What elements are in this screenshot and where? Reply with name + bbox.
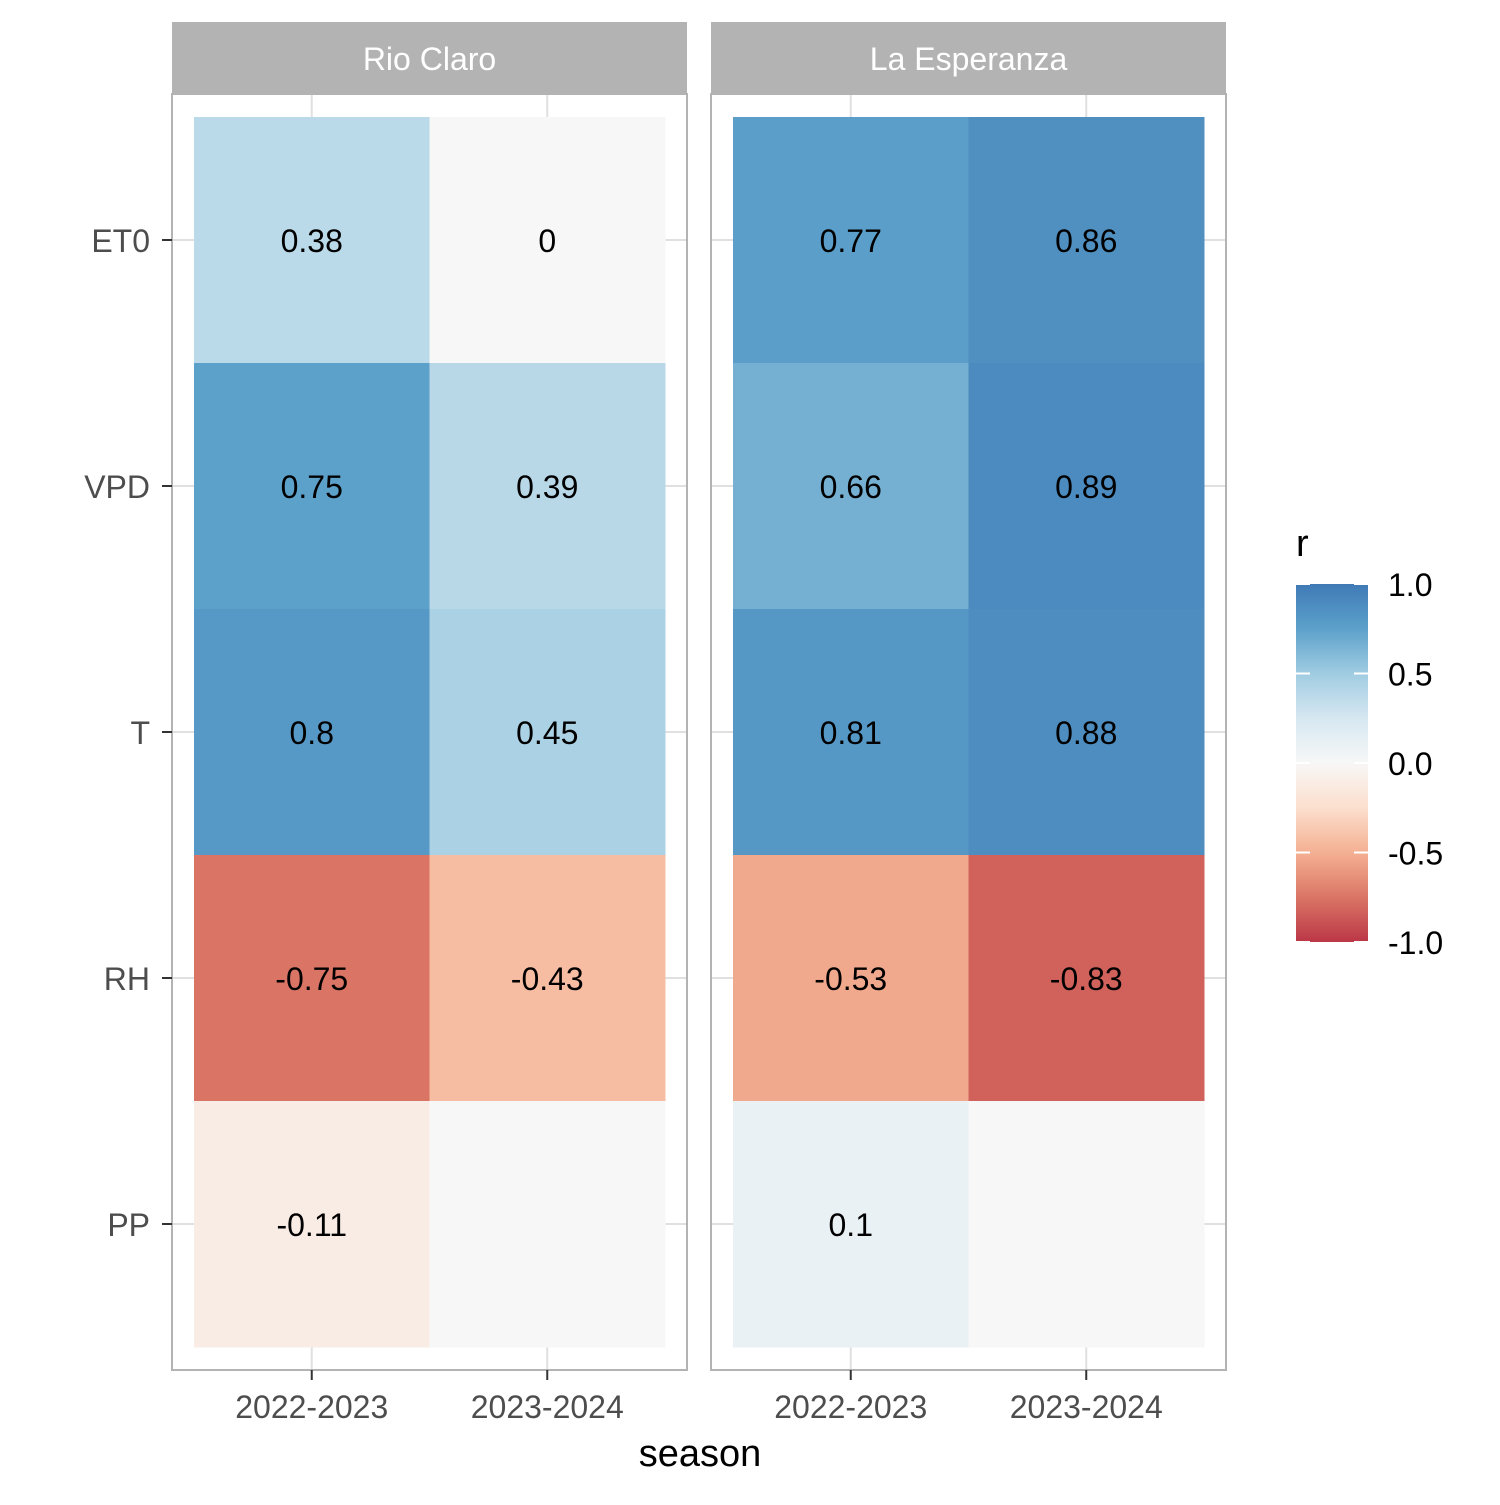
tile-value-label: 0.38 <box>281 223 343 259</box>
tile-value-label: 0.66 <box>820 469 882 505</box>
tile-value-label: 0.8 <box>290 715 334 751</box>
x-tick-label: 2023-2024 <box>1010 1389 1163 1425</box>
tile-value-label: -0.83 <box>1050 961 1123 997</box>
tile-value-label: -0.43 <box>511 961 584 997</box>
legend-title: r <box>1296 523 1309 565</box>
heatmap-tile <box>968 363 1205 610</box>
heatmap-tile <box>194 609 430 856</box>
legend-tick-label: -1.0 <box>1388 925 1443 961</box>
y-tick-label: RH <box>104 961 150 997</box>
facet-strip <box>711 22 1226 94</box>
heatmap-tile <box>733 117 969 364</box>
heatmap-tile <box>429 363 666 610</box>
facet-panel: 0.38 0 0.75 0.39 0.8 0.45 -0.75 -0.43 -0.11 Rio C… <box>171 22 688 1371</box>
facet-strip-label: Rio Claro <box>363 41 496 77</box>
x-tick-label: 2022-2023 <box>235 1389 388 1425</box>
heatmap-tile <box>429 609 666 856</box>
heatmap-tile <box>733 363 969 610</box>
x-tick-label: 2022-2023 <box>774 1389 927 1425</box>
heatmap-tile <box>733 855 969 1102</box>
facet-strip-label: La Esperanza <box>870 41 1068 77</box>
heatmap-tile <box>968 609 1205 856</box>
heatmap-tile <box>194 363 430 610</box>
legend-tick-label: -0.5 <box>1388 836 1443 872</box>
tile-value-label: 0.45 <box>516 715 578 751</box>
tile-value-label: 0.75 <box>281 469 343 505</box>
heatmap-tile <box>733 609 969 856</box>
tile-value-label: -0.53 <box>814 961 887 997</box>
tile-value-label: 0.81 <box>820 715 882 751</box>
x-axis-title: season <box>639 1433 762 1475</box>
tile-value-label: 0 <box>538 223 556 259</box>
legend-tick-label: 1.0 <box>1388 567 1432 603</box>
heatmap-tile <box>429 117 666 364</box>
heatmap-tile <box>429 1101 666 1348</box>
tile-value-label: -0.11 <box>276 1207 347 1243</box>
heatmap-tile <box>968 855 1205 1102</box>
tile-value-label: 0.77 <box>820 223 882 259</box>
y-tick-label: PP <box>107 1207 150 1243</box>
legend-tick-label: 0.0 <box>1388 746 1432 782</box>
tile-value-label: 0.86 <box>1055 223 1117 259</box>
tile-value-label: 0.89 <box>1055 469 1117 505</box>
color-legend: r 1.0 0.5 0.0 -0.5 -1.0 <box>1296 523 1443 961</box>
tile-value-label: 0.39 <box>516 469 578 505</box>
y-tick-label: ET0 <box>91 223 150 259</box>
heatmap-tile <box>194 855 430 1102</box>
heatmap-tile <box>968 1101 1205 1348</box>
axes: 2022-2023 2023-2024 2022-2023 2023-2024 ET0 V… <box>84 223 1163 1425</box>
y-tick-label: T <box>130 715 150 751</box>
heatmap-tile <box>968 117 1205 364</box>
facet-panel: 0.77 0.86 0.66 0.89 0.81 0.88 -0.53 -0.83 0.1 La … <box>710 22 1227 1371</box>
x-tick-label: 2023-2024 <box>471 1389 624 1425</box>
heatmap-tile <box>194 117 430 364</box>
tile-value-label: -0.75 <box>275 961 348 997</box>
heatmap-tile <box>194 1101 430 1348</box>
facet-strip <box>172 22 687 94</box>
tile-value-label: 0.1 <box>829 1207 873 1243</box>
legend-tick-label: 0.5 <box>1388 657 1432 693</box>
heatmap-tile <box>733 1101 969 1348</box>
tile-value-label: 0.88 <box>1055 715 1117 751</box>
heatmap-tile <box>429 855 666 1102</box>
y-tick-label: VPD <box>84 469 150 505</box>
facet-panels: 0.38 0 0.75 0.39 0.8 0.45 -0.75 -0.43 -0.11 Rio C… <box>171 22 1227 1371</box>
